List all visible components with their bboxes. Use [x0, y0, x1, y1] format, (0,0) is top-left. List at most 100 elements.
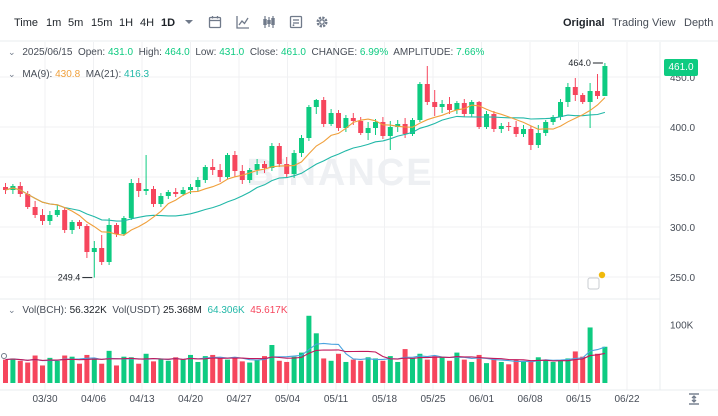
volume-bar [121, 356, 127, 383]
timeframe-1h[interactable]: 1H [119, 17, 134, 29]
volume-bar [239, 361, 245, 383]
volume-bar [513, 359, 519, 383]
volume-bar [269, 345, 275, 383]
indicator-icon[interactable] [235, 14, 251, 30]
layout-icon[interactable] [288, 14, 304, 30]
date-axis-label: 06/22 [614, 394, 639, 405]
volume-bar [572, 351, 578, 383]
volume-bar [47, 357, 53, 383]
chart-toolbar: Time 1m 5m 15m 1H 4H 1D Original Trading… [0, 0, 718, 40]
date-axis-label: 06/15 [566, 394, 591, 405]
volume-bar [165, 360, 171, 383]
volume-bar [321, 358, 327, 383]
volume-axis-label: 100K [670, 321, 694, 332]
volume-bar [291, 356, 297, 383]
volume-bar [299, 352, 304, 383]
volume-bar [262, 356, 267, 383]
candle-body [99, 248, 105, 262]
candle-body [543, 122, 549, 133]
volume-bar [3, 359, 8, 383]
amplitude-value: 7.66% [456, 47, 485, 58]
collapse-caret-icon[interactable]: ⌄ [8, 69, 16, 79]
candle-body [328, 113, 334, 124]
timeframe-1m[interactable]: 1m [46, 17, 62, 29]
candle-body [210, 167, 216, 170]
volume-bar [521, 361, 526, 383]
timeframe-more-icon[interactable] [181, 14, 197, 30]
candle-body [417, 84, 423, 120]
candle-body [580, 95, 586, 102]
candle-body [195, 180, 201, 187]
ma9-line [5, 97, 606, 236]
candle-body [269, 146, 275, 168]
volume-bar [276, 360, 282, 383]
candle-body [365, 128, 371, 133]
volume-bar [447, 360, 452, 383]
candle-body [447, 104, 452, 110]
candle-body [54, 210, 60, 215]
candle-body [432, 102, 438, 107]
candle-body [247, 170, 253, 180]
candle-body [321, 100, 327, 124]
volume-bar [498, 361, 504, 383]
volume-bar [491, 358, 497, 383]
volume-bar [595, 353, 600, 383]
candle-body [513, 127, 519, 134]
open-label: Open: [77, 47, 106, 58]
high-label: High: [138, 47, 162, 58]
candle-body [180, 190, 186, 194]
candle-body [25, 194, 31, 207]
low-marker-label: 249.4 [58, 273, 81, 283]
candle-body [595, 91, 600, 96]
view-depth-tab[interactable]: Depth [684, 17, 714, 29]
view-tradingview-tab[interactable]: Trading View [612, 17, 676, 29]
collapse-caret-icon[interactable]: ⌄ [8, 47, 16, 57]
volume-bar [350, 359, 356, 383]
volume-bar [380, 360, 386, 383]
calendar-icon[interactable] [207, 14, 223, 30]
candle-body [402, 124, 408, 134]
volume-bar [484, 363, 489, 383]
vol-bch-value: 56.322K [69, 305, 107, 316]
timeframe-15m[interactable]: 15m [91, 17, 113, 29]
volume-bar [410, 358, 415, 383]
volume-bar [40, 365, 45, 383]
candlestick-icon[interactable] [261, 14, 277, 30]
volume-bar [136, 363, 142, 383]
volume-bar [402, 349, 408, 383]
date-axis-label: 04/13 [129, 394, 154, 405]
candle-body [84, 226, 90, 252]
date-axis-label: 04/20 [178, 394, 203, 405]
volume-bar [17, 360, 23, 383]
price-axis-label: 350.0 [670, 173, 695, 184]
volume-bar [180, 359, 186, 383]
volume-bar [77, 363, 82, 383]
timeframe-4h[interactable]: 4H [140, 17, 155, 29]
candle-body [114, 225, 119, 234]
high-marker-label: 464.0 [568, 58, 591, 68]
event-badge-icon[interactable] [587, 277, 600, 290]
close-value: 461.0 [280, 47, 306, 58]
volume-bar [476, 354, 482, 383]
chart-settings-icon[interactable] [686, 391, 702, 407]
candle-body [47, 215, 53, 221]
volume-bar [454, 352, 460, 383]
volume-bar [202, 356, 208, 383]
timeframe-1d[interactable]: 1D [161, 17, 176, 29]
view-original-tab[interactable]: Original [563, 17, 605, 29]
volume-bar [602, 346, 608, 383]
drag-handle-icon[interactable] [1, 353, 7, 359]
timeframe-time[interactable]: Time [14, 17, 39, 29]
volume-bar [195, 361, 201, 383]
volume-ma-b-line [5, 349, 606, 362]
volume-bar [247, 362, 253, 383]
date-axis-label: 06/08 [517, 394, 542, 405]
volume-bar [506, 364, 512, 383]
volume-bar [106, 350, 112, 383]
settings-gear-icon[interactable] [314, 14, 330, 30]
candle-body [439, 104, 445, 107]
candle-body [225, 155, 230, 177]
timeframe-5m[interactable]: 5m [68, 17, 84, 29]
collapse-caret-icon[interactable]: ⌄ [8, 305, 16, 315]
